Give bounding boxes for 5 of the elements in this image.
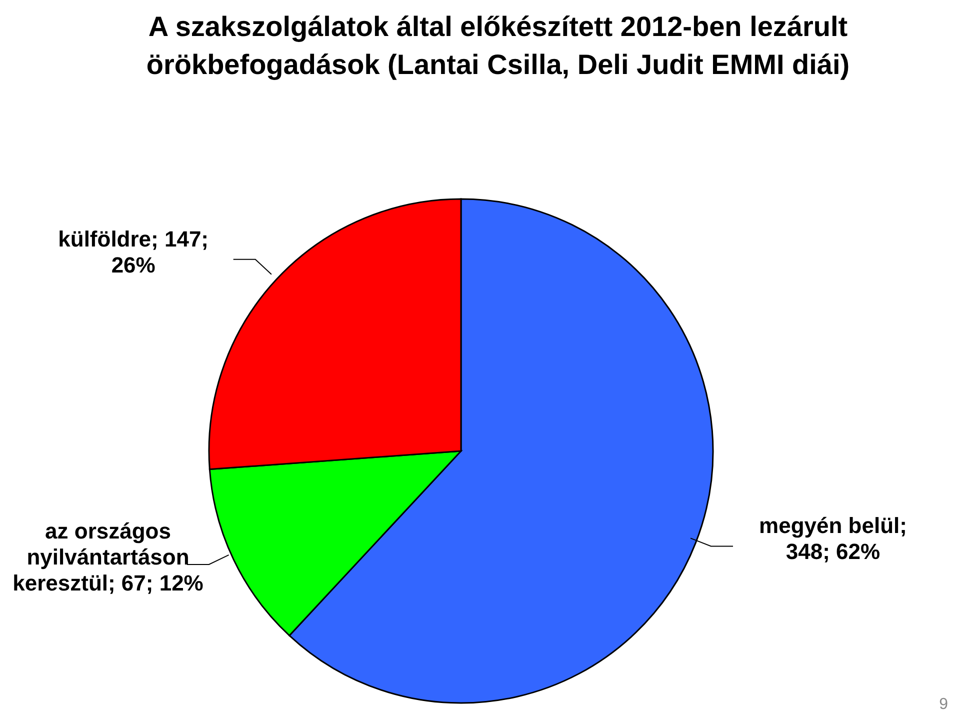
chart-title: A szakszolgálatok által előkészített 2012-ben lezárult örökbefogadások (Lantai Csilla, Deli Judit EMMI diái) <box>145 10 851 82</box>
slice-label: külföldre; 147; 26% <box>58 226 209 278</box>
slice-label: megyén belül; 348; 62% <box>759 513 907 564</box>
text: 9 <box>939 696 948 714</box>
slice-label: az országos nyilvántartáson keresztül; 67; 12% <box>12 518 204 596</box>
